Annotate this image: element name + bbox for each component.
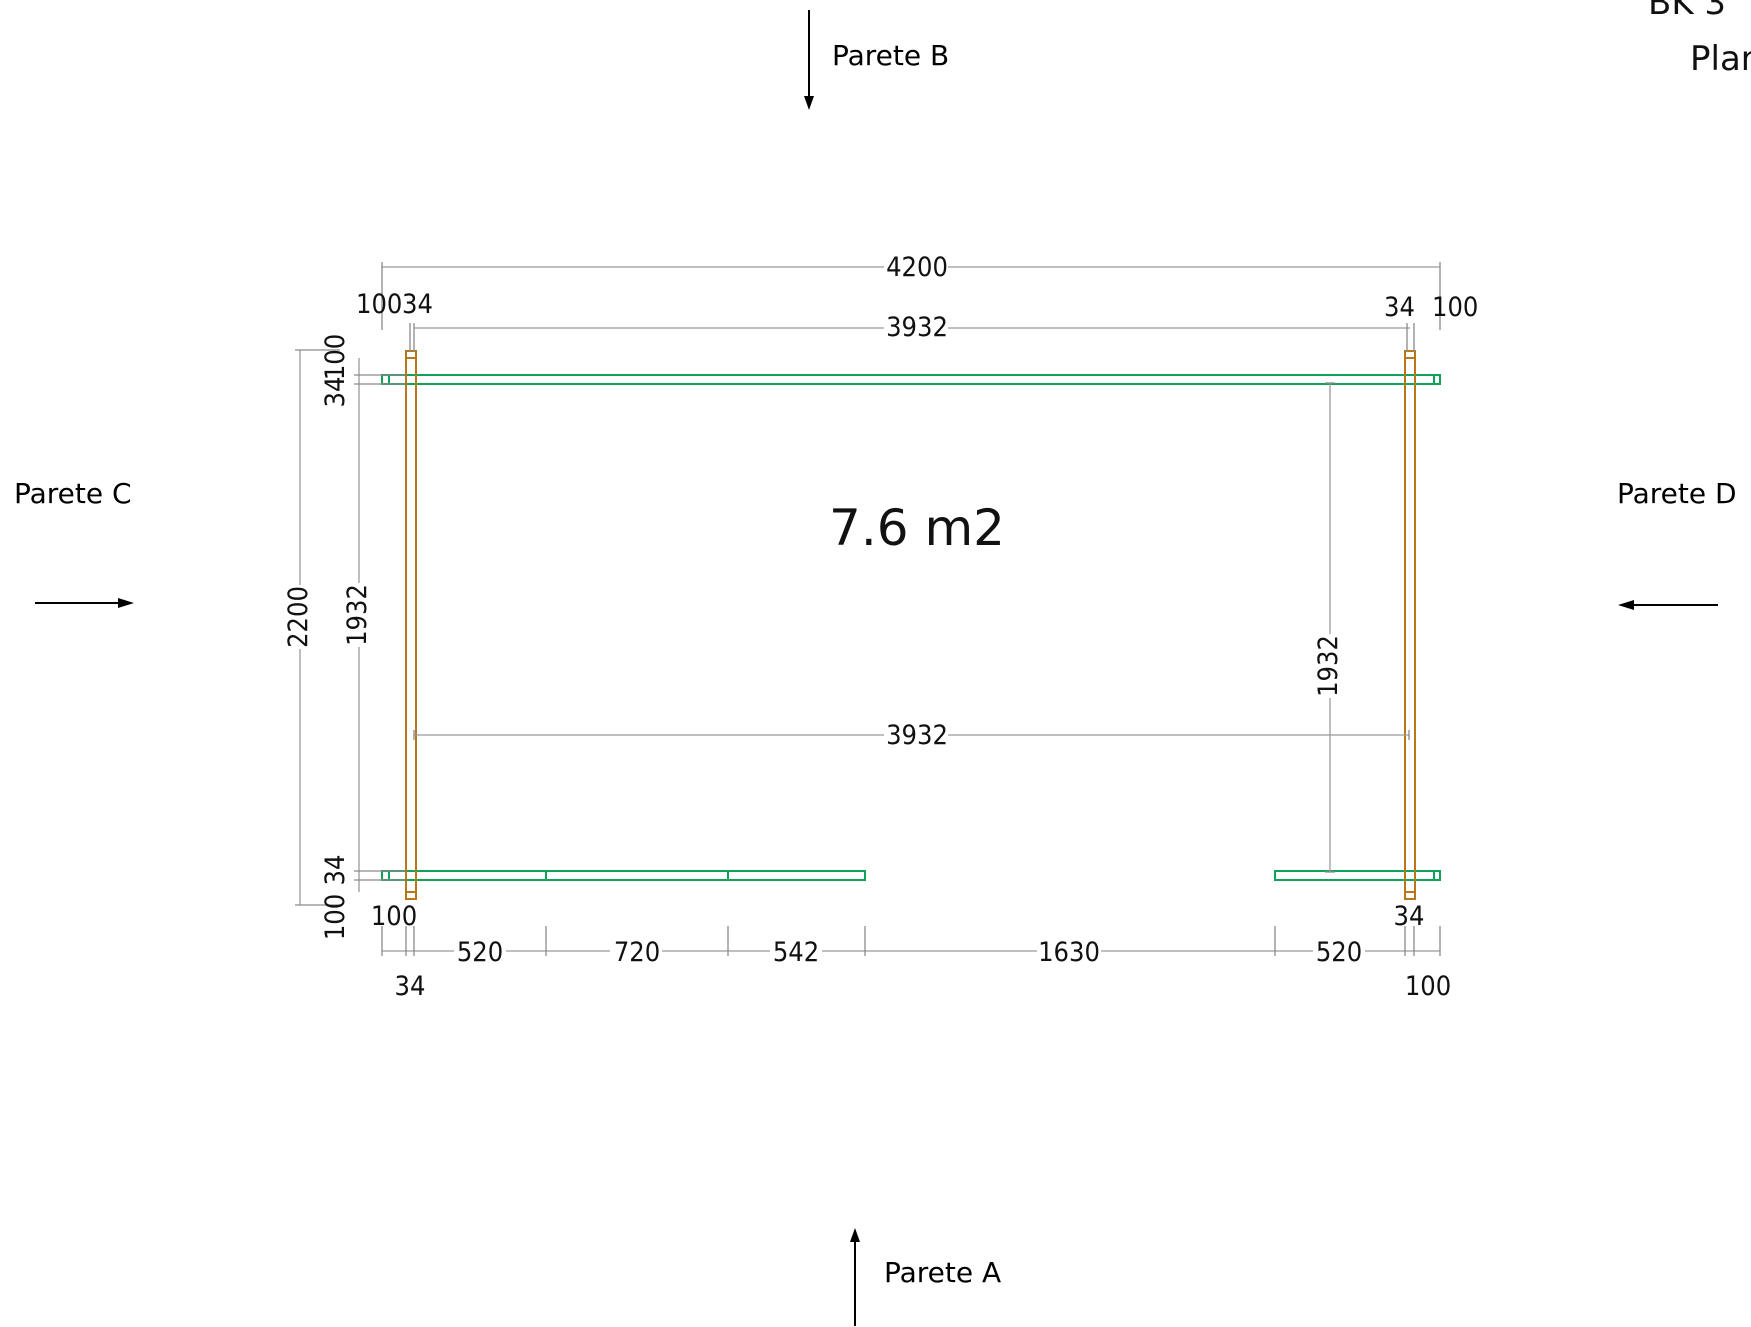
- wall-bottom-right-outline: [1274, 870, 1441, 881]
- dimension-bottom-1630: 1630: [1038, 937, 1100, 968]
- dimension-total-width: 4200: [381, 248, 1441, 330]
- dimension-bottom-34-left: 34: [395, 971, 426, 1002]
- wall-left-outline: [405, 350, 417, 900]
- dimension-3932-mid-label: 3932: [886, 720, 948, 751]
- wall-c-marker: Parete C: [14, 477, 134, 608]
- dimension-inner-height-left: 1932: [342, 358, 405, 892]
- wall-b-arrowhead: [804, 96, 814, 110]
- dimension-1932-right-label: 1932: [1313, 635, 1344, 697]
- area-label: 7.6 m2: [829, 499, 1005, 557]
- dimension-4200-label: 4200: [886, 252, 948, 283]
- dimension-inner-height-right: 1932: [1313, 382, 1346, 873]
- dimension-left-top-34: 34: [320, 377, 351, 408]
- wall-top-outline: [381, 374, 1441, 385]
- wall-a-label: Parete A: [884, 1256, 1001, 1289]
- wall-c-label: Parete C: [14, 477, 132, 510]
- dimension-left-top-100: 100: [320, 334, 351, 380]
- dimension-bottom-542: 542: [773, 937, 819, 968]
- wall-right: [1404, 350, 1416, 900]
- dimension-bottom-100-left: 100: [371, 901, 417, 932]
- dimension-bottom-520-right: 520: [1316, 937, 1362, 968]
- wall-a-marker: Parete A: [850, 1228, 1001, 1326]
- wall-bottom-left: [381, 870, 866, 881]
- dimension-bottom-720: 720: [614, 937, 660, 968]
- dimension-top-right-100: 100: [1432, 292, 1478, 323]
- dimension-2200-label: 2200: [283, 586, 314, 648]
- dimension-inner-width-mid: 3932: [413, 717, 1410, 751]
- dimension-bottom-34-right: 34: [1394, 901, 1425, 932]
- drawing-title: BK 3: [1648, 0, 1726, 23]
- dimension-bottom-chain: [381, 926, 1441, 965]
- dimension-bottom-100-right: 100: [1405, 971, 1451, 1002]
- dimension-3932-top-label: 3932: [886, 312, 948, 343]
- dimension-top-left-100: 100: [356, 289, 402, 320]
- wall-right-outline: [1404, 350, 1416, 900]
- wall-left: [405, 350, 417, 900]
- wall-top: [381, 374, 1441, 385]
- wall-b-label: Parete B: [832, 39, 949, 72]
- drawing-subtitle: Plan: [1690, 39, 1751, 79]
- dimension-1932-left-label: 1932: [342, 584, 373, 646]
- dimension-top-right-34: 34: [1384, 292, 1415, 323]
- wall-bottom-left-outline: [381, 870, 866, 881]
- wall-d-arrowhead: [1618, 600, 1634, 610]
- dimension-left-bottom-100: 100: [320, 894, 351, 940]
- dimension-total-height: 2200: [283, 349, 340, 906]
- dimension-inner-width-top: 3932: [409, 309, 1415, 352]
- wall-c-arrowhead: [118, 598, 134, 608]
- wall-b-marker: Parete B: [804, 10, 949, 110]
- wall-d-marker: Parete D: [1617, 477, 1737, 610]
- wall-d-label: Parete D: [1617, 477, 1737, 510]
- dimension-left-bottom-34: 34: [320, 855, 351, 886]
- wall-a-arrowhead: [850, 1228, 860, 1242]
- wall-bottom-right: [1274, 870, 1441, 881]
- dimension-bottom-520-left: 520: [457, 937, 503, 968]
- dimension-top-left-34: 34: [402, 289, 433, 320]
